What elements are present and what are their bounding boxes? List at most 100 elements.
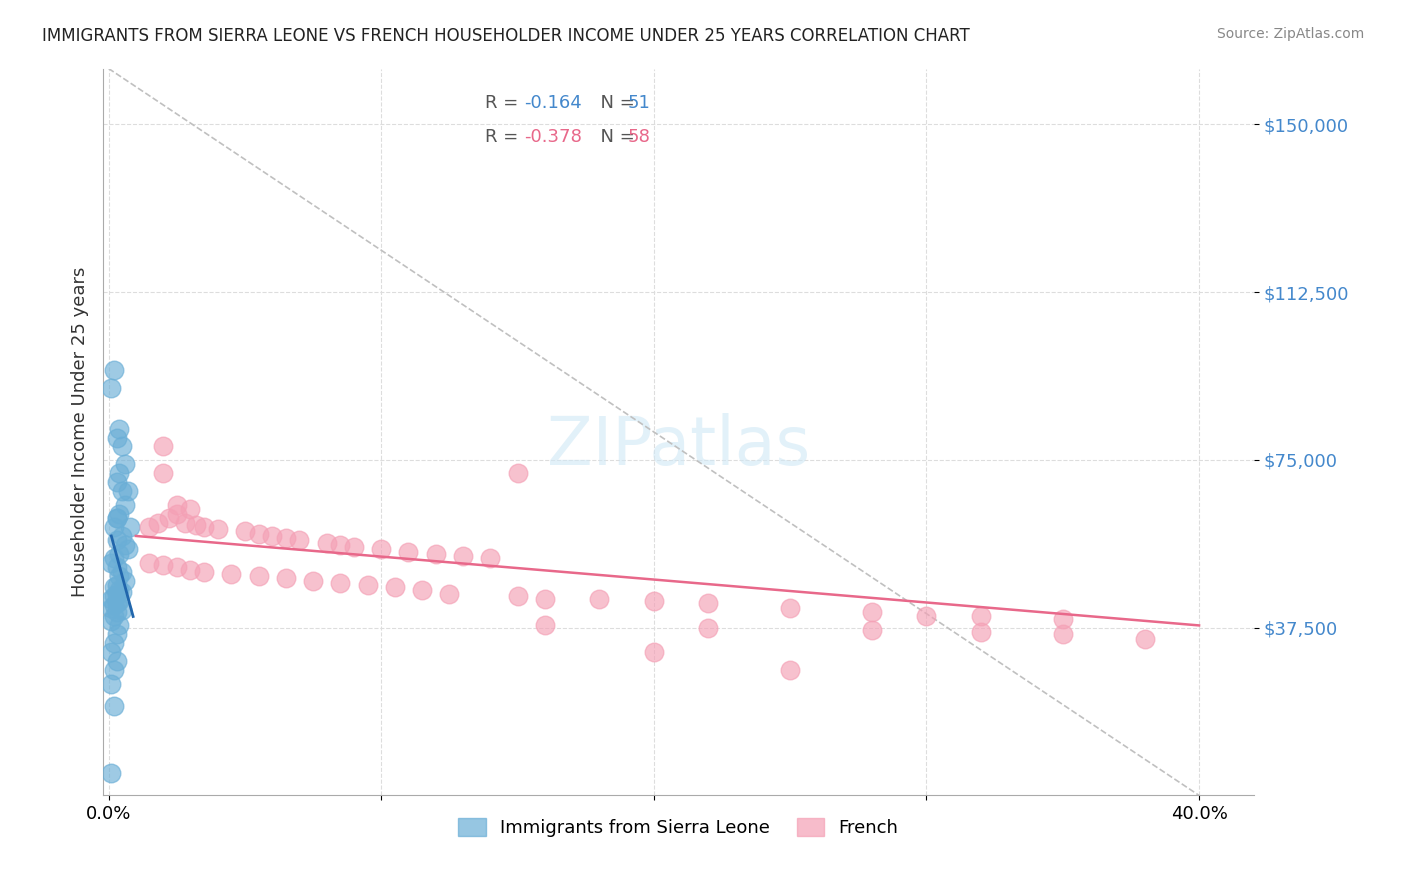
Point	[779, 600, 801, 615]
Point	[108, 547, 131, 561]
Point	[315, 535, 337, 549]
Point	[103, 698, 125, 713]
Point	[103, 609, 125, 624]
Point	[103, 520, 125, 534]
Point	[111, 440, 134, 454]
Point	[100, 614, 122, 628]
Point	[146, 516, 169, 530]
Point	[152, 558, 174, 572]
Point	[138, 520, 160, 534]
Point	[105, 511, 128, 525]
Point	[193, 520, 215, 534]
Point	[152, 440, 174, 454]
Point	[533, 591, 555, 606]
Point	[262, 529, 284, 543]
Point	[105, 605, 128, 619]
Point	[779, 663, 801, 677]
Point	[103, 663, 125, 677]
Point	[103, 551, 125, 566]
Point	[105, 654, 128, 668]
Point	[233, 524, 256, 539]
Point	[697, 621, 720, 635]
Point	[860, 623, 883, 637]
Point	[108, 507, 131, 521]
Point	[193, 565, 215, 579]
Point	[152, 467, 174, 481]
Point	[100, 556, 122, 570]
Point	[105, 596, 128, 610]
Text: R =: R =	[485, 128, 524, 145]
Point	[451, 549, 474, 563]
Point	[157, 511, 180, 525]
Point	[108, 467, 131, 481]
Point	[100, 381, 122, 395]
Point	[533, 618, 555, 632]
Point	[138, 556, 160, 570]
Point	[247, 526, 270, 541]
Text: N =: N =	[589, 94, 641, 112]
Point	[120, 520, 142, 534]
Point	[114, 574, 136, 588]
Text: N =: N =	[589, 128, 641, 145]
Point	[384, 581, 406, 595]
Point	[219, 566, 242, 581]
Point	[329, 576, 352, 591]
Point	[274, 531, 297, 545]
Point	[398, 544, 420, 558]
Point	[174, 516, 197, 530]
Point	[103, 581, 125, 595]
Point	[108, 569, 131, 583]
Point	[100, 591, 122, 606]
Point	[105, 627, 128, 641]
Point	[105, 533, 128, 548]
Point	[166, 498, 188, 512]
Text: -0.378: -0.378	[524, 128, 582, 145]
Point	[108, 618, 131, 632]
Point	[425, 547, 447, 561]
Point	[108, 594, 131, 608]
Point	[105, 578, 128, 592]
Point	[105, 431, 128, 445]
Point	[103, 599, 125, 613]
Text: 51: 51	[627, 94, 650, 112]
Point	[356, 578, 378, 592]
Point	[108, 421, 131, 435]
Point	[105, 587, 128, 601]
Point	[643, 594, 665, 608]
Point	[108, 582, 131, 597]
Point	[103, 590, 125, 604]
Point	[588, 591, 610, 606]
Point	[329, 538, 352, 552]
Point	[166, 507, 188, 521]
Point	[506, 590, 529, 604]
Point	[207, 522, 229, 536]
Point	[111, 529, 134, 543]
Point	[105, 511, 128, 525]
Point	[114, 538, 136, 552]
Point	[100, 676, 122, 690]
Point	[506, 467, 529, 481]
Point	[302, 574, 325, 588]
Point	[697, 596, 720, 610]
Point	[100, 600, 122, 615]
Y-axis label: Householder Income Under 25 years: Householder Income Under 25 years	[72, 267, 89, 597]
Point	[915, 609, 938, 624]
Point	[103, 363, 125, 377]
Text: IMMIGRANTS FROM SIERRA LEONE VS FRENCH HOUSEHOLDER INCOME UNDER 25 YEARS CORRELA: IMMIGRANTS FROM SIERRA LEONE VS FRENCH H…	[42, 27, 970, 45]
Point	[970, 625, 993, 640]
Point	[1052, 612, 1074, 626]
Text: ZIPatlas: ZIPatlas	[547, 414, 810, 480]
Point	[105, 560, 128, 574]
Point	[274, 571, 297, 585]
Point	[111, 484, 134, 499]
Point	[860, 605, 883, 619]
Point	[114, 498, 136, 512]
Point	[439, 587, 461, 601]
Text: Source: ZipAtlas.com: Source: ZipAtlas.com	[1216, 27, 1364, 41]
Point	[184, 517, 207, 532]
Text: R =: R =	[485, 94, 524, 112]
Legend: Immigrants from Sierra Leone, French: Immigrants from Sierra Leone, French	[451, 811, 905, 845]
Text: 58: 58	[627, 128, 650, 145]
Point	[1052, 627, 1074, 641]
Point	[1133, 632, 1156, 646]
